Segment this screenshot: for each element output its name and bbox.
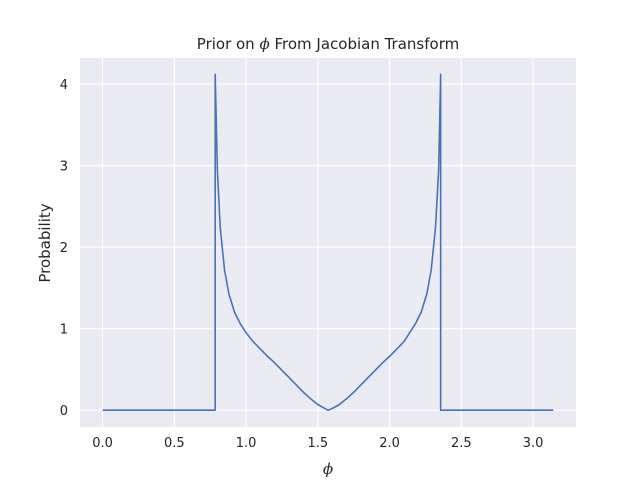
y-axis-label: Probability xyxy=(36,203,54,282)
x-tick-labels: 0.0 0.5 1.0 1.5 2.0 2.5 3.0 xyxy=(92,436,543,451)
x-gridlines xyxy=(101,58,534,427)
y-tick-labels: 0 1 2 3 4 xyxy=(60,78,68,419)
chart-title: Prior on ϕ From Jacobian Transform xyxy=(197,35,459,53)
x-tick-label: 0.0 xyxy=(92,436,113,451)
x-tick-label: 0.5 xyxy=(164,436,185,451)
plot-background xyxy=(80,58,576,427)
chart-title-suffix: From Jacobian Transform xyxy=(270,35,460,53)
x-tick-label: 1.5 xyxy=(307,436,328,451)
x-axis-label: ϕ xyxy=(323,460,333,478)
y-tick-label: 3 xyxy=(60,160,68,175)
x-tick-label: 3.0 xyxy=(523,436,544,451)
chart-title-symbol: ϕ xyxy=(259,35,269,53)
y-tick-label: 0 xyxy=(60,404,68,419)
y-gridlines xyxy=(80,83,576,411)
y-tick-label: 1 xyxy=(60,323,68,338)
y-tick-label: 2 xyxy=(60,241,68,256)
series-layer xyxy=(102,73,554,412)
y-tick-label: 4 xyxy=(60,78,68,93)
series-line xyxy=(102,73,554,412)
chart-title-prefix: Prior on xyxy=(197,35,260,53)
x-tick-label: 1.0 xyxy=(236,436,257,451)
x-tick-label: 2.0 xyxy=(379,436,400,451)
x-tick-label: 2.5 xyxy=(451,436,472,451)
